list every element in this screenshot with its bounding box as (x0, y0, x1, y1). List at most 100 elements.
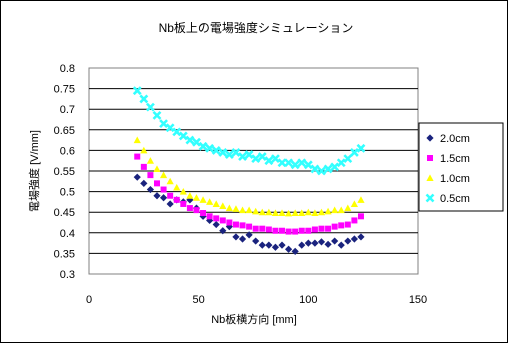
data-point (317, 166, 326, 176)
data-point (246, 223, 253, 230)
data-point (297, 158, 307, 168)
y-tick-labels: 0.3 0.35 0.4 0.45 0.5 0.55 0.6 0.65 0.7 0.75 0.8 (54, 63, 75, 281)
data-point (336, 158, 346, 168)
data-point (232, 205, 240, 212)
data-point (265, 241, 273, 249)
data-point (166, 177, 174, 185)
data-point (357, 213, 364, 220)
data-point (146, 157, 155, 164)
data-point (325, 225, 332, 232)
data-point (303, 160, 313, 170)
data-point (140, 179, 148, 187)
data-point (140, 163, 147, 170)
legend-label: 0.5cm (440, 193, 470, 205)
data-point (251, 154, 261, 164)
data-point (323, 164, 333, 174)
data-point (212, 220, 220, 229)
data-point (186, 205, 193, 212)
data-point (218, 148, 228, 157)
data-point (139, 94, 149, 104)
data-point (298, 241, 306, 249)
data-point (310, 164, 320, 174)
data-point (278, 209, 286, 217)
data-point (147, 172, 154, 179)
data-point (279, 227, 286, 234)
y-tick-label: 0.75 (54, 84, 75, 96)
data-point (278, 241, 286, 249)
series-1.0cm (133, 136, 365, 217)
y-tick-label: 0.55 (54, 166, 75, 178)
y-tick-label: 0.4 (60, 228, 75, 240)
data-point (140, 146, 148, 154)
legend-item: 0.5cm (425, 193, 470, 205)
data-point (152, 110, 162, 120)
data-point (357, 233, 365, 241)
data-point (258, 208, 266, 216)
data-point (337, 241, 345, 249)
data-point (324, 240, 332, 248)
data-point (284, 209, 293, 217)
data-point (264, 156, 274, 166)
legend-label: 1.5cm (440, 153, 470, 165)
data-point (298, 209, 306, 217)
y-tick-label: 0.65 (54, 125, 75, 137)
data-point (331, 206, 339, 214)
data-point (193, 207, 200, 214)
x-axis-label: Nb板横方向 [mm] (211, 312, 297, 326)
data-point (206, 198, 214, 205)
data-point (200, 210, 207, 217)
data-point (265, 226, 272, 233)
data-point (219, 202, 227, 210)
data-point (311, 209, 319, 217)
series-1.5cm (134, 153, 364, 235)
data-point (167, 192, 174, 199)
series-0.5cm (132, 86, 366, 176)
data-point (331, 237, 339, 245)
legend-items: 2.0cm 1.5cm 1.0cm 0.5cm (425, 133, 470, 205)
data-point (317, 238, 326, 246)
data-point (239, 222, 246, 229)
y-tick-label: 0.5 (60, 187, 75, 199)
data-point (212, 200, 220, 207)
data-point (213, 215, 220, 222)
data-point (349, 148, 359, 157)
legend-label: 1.0cm (440, 173, 470, 185)
data-point (186, 192, 194, 199)
data-point (153, 165, 161, 172)
data-point (258, 241, 266, 249)
legend-marker (426, 174, 434, 181)
data-point (206, 213, 213, 220)
data-point (238, 152, 247, 161)
data-point (211, 145, 221, 155)
y-tick-label: 0.8 (60, 63, 75, 75)
data-point (166, 200, 174, 208)
data-point (244, 150, 254, 159)
y-tick-label: 0.7 (60, 104, 75, 116)
data-point (305, 227, 312, 234)
data-point (238, 235, 247, 243)
data-point (219, 227, 227, 235)
data-point (290, 160, 300, 170)
data-point (185, 135, 195, 145)
data-point (291, 247, 299, 255)
data-point (173, 183, 181, 191)
data-point (338, 222, 345, 229)
chart-title: Nb板上の電場強度シミュレーション (159, 20, 354, 35)
data-point (252, 207, 260, 215)
y-axis-label: 電場強度 [V/mm] (27, 130, 41, 212)
data-point (180, 200, 187, 207)
data-point (225, 204, 233, 212)
data-point (252, 237, 260, 245)
data-point (356, 143, 366, 153)
y-tick-label: 0.6 (60, 145, 75, 157)
data-point (134, 153, 141, 160)
data-point (153, 192, 161, 200)
data-point (344, 237, 352, 245)
data-point (350, 200, 358, 207)
data-point (284, 158, 294, 168)
data-point (357, 196, 365, 203)
data-point (304, 239, 312, 247)
data-point (298, 227, 305, 234)
series-layer (132, 86, 366, 255)
